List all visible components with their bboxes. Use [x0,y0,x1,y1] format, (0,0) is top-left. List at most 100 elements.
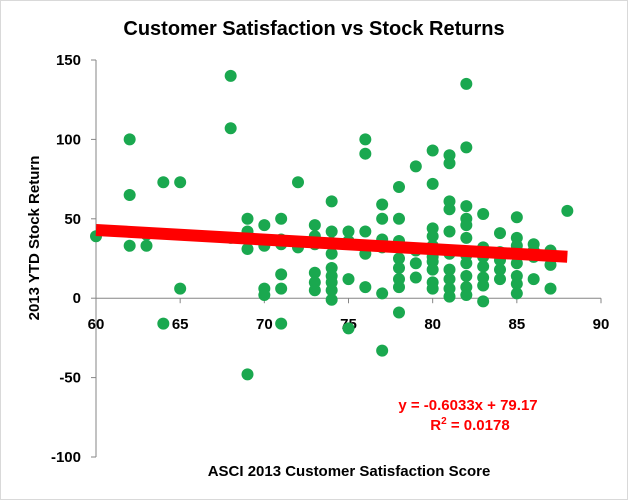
r-squared-value: = 0.0178 [447,417,510,434]
data-point [325,225,338,238]
data-point [292,176,304,189]
data-point [426,263,439,276]
x-tick-label: 80 [424,316,441,333]
data-point [325,284,338,297]
data-point [359,133,372,146]
data-point [409,257,422,270]
data-point [275,317,288,330]
data-point [393,262,405,275]
data-point [426,230,439,243]
data-point [426,177,439,190]
y-axis-ticks: 150 100 50 0 -50 -100 [51,52,96,466]
data-point [123,133,136,146]
data-point [477,260,490,273]
x-tick-label: 70 [256,316,273,333]
data-point [494,263,506,276]
data-point [325,293,338,306]
data-point [494,273,506,286]
data-point [241,242,254,255]
data-point [275,212,288,225]
data-point [342,225,355,238]
x-axis-ticks: 60657075808590 [88,298,610,333]
data-point [174,282,187,295]
data-point [376,344,389,357]
data-point [443,157,456,170]
data-point [460,77,473,90]
data-point [460,141,473,154]
data-point [510,277,523,290]
data-point [460,257,473,270]
y-tick-label: 0 [73,290,81,307]
chart-title: Customer Satisfaction vs Stock Returns [123,18,504,40]
data-point [443,203,456,216]
data-point [494,227,506,240]
data-point [477,279,490,292]
data-point [376,287,389,300]
data-point [325,195,338,208]
data-point [157,317,170,330]
data-point [443,290,456,303]
data-point [241,212,254,225]
x-axis-label: ASCI 2013 Customer Satisfaction Score [208,463,491,480]
data-point [544,282,557,295]
y-tick-label: -50 [59,370,81,387]
data-point [477,208,490,221]
data-point [359,147,372,160]
r-squared-sup: 2 [441,416,447,427]
y-axis-label: 2013 YTD Stock Return [26,156,43,321]
data-point [258,289,271,302]
data-point [393,281,405,294]
data-point [426,144,439,157]
data-point [342,273,355,286]
data-point [342,322,355,335]
y-tick-label: 50 [64,211,81,228]
x-tick-label: 65 [172,316,189,333]
y-tick-label: -100 [51,449,81,466]
x-tick-label: 90 [593,316,610,333]
trendline-equation: y = -0.6033x + 79.17 [398,397,537,414]
data-point [174,176,187,189]
data-point [359,225,372,238]
data-point [224,122,237,135]
data-point [409,271,422,284]
data-point [460,289,473,302]
data-point [140,239,153,252]
data-point [241,368,254,381]
data-point [376,212,389,225]
data-point [443,225,456,238]
r-squared-prefix: R [430,417,441,434]
data-point [308,266,321,279]
data-point [123,239,136,252]
data-point [510,287,523,300]
trendline [95,223,568,263]
data-point [123,188,136,201]
data-point [376,198,389,211]
data-point [443,263,456,276]
data-point [308,284,321,297]
data-point [308,219,321,232]
r-squared-label: R2 = 0.0178 [430,416,509,434]
data-point [224,69,237,82]
data-point [527,273,540,286]
data-point [460,200,473,213]
data-point [393,212,405,225]
data-point [393,252,405,265]
data-point [258,219,271,232]
data-point [443,273,456,286]
data-points [90,69,574,381]
data-point [275,268,288,281]
data-point [409,160,422,173]
y-tick-label: 100 [56,131,81,148]
data-point [460,231,473,244]
x-tick-label: 85 [508,316,525,333]
data-point [359,281,372,294]
data-point [393,306,405,319]
y-tick-label: 150 [56,52,81,69]
data-point [561,204,574,217]
data-point [477,295,490,308]
data-point [325,247,338,260]
data-point [275,282,288,295]
data-point [510,257,523,270]
